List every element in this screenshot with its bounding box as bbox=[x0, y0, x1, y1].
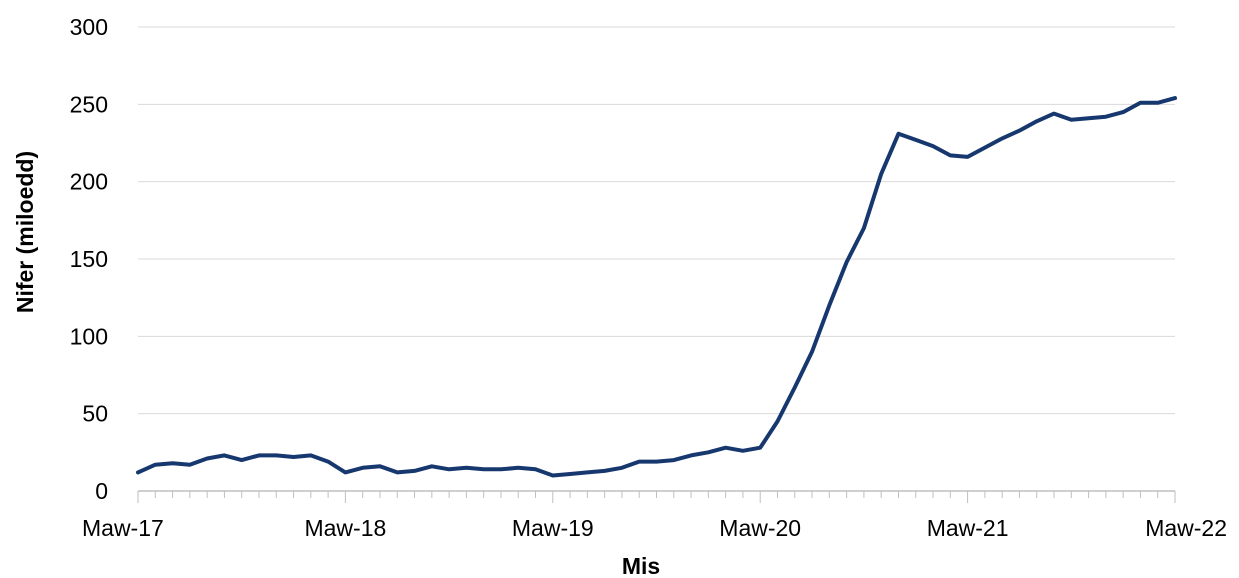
y-tick-label: 250 bbox=[70, 91, 108, 117]
y-axis-title: Nifer (miloedd) bbox=[12, 151, 38, 313]
y-tick-label: 150 bbox=[70, 246, 108, 272]
x-tick-label: Maw-17 bbox=[82, 515, 164, 541]
y-tick-label: 200 bbox=[70, 169, 108, 195]
x-tick-label: Maw-21 bbox=[927, 515, 1009, 541]
y-tick-label: 0 bbox=[95, 478, 108, 504]
plot-area bbox=[136, 96, 1177, 478]
gridlines bbox=[138, 26, 1175, 415]
x-axis: Maw-17 Maw-18 Maw-19 Maw-20 Maw-21 Maw-22 bbox=[82, 490, 1227, 541]
x-axis-title: Mis bbox=[622, 553, 660, 578]
y-axis-ticks: 0 50 100 150 200 250 300 bbox=[70, 14, 108, 504]
y-tick-label: 50 bbox=[82, 401, 108, 427]
series-line bbox=[136, 96, 1177, 478]
x-tick-label: Maw-22 bbox=[1145, 515, 1227, 541]
x-tick-label: Maw-20 bbox=[719, 515, 801, 541]
y-tick-label: 300 bbox=[70, 14, 108, 40]
y-tick-label: 100 bbox=[70, 323, 108, 349]
x-tick-label: Maw-19 bbox=[512, 515, 594, 541]
x-tick-label: Maw-18 bbox=[304, 515, 386, 541]
